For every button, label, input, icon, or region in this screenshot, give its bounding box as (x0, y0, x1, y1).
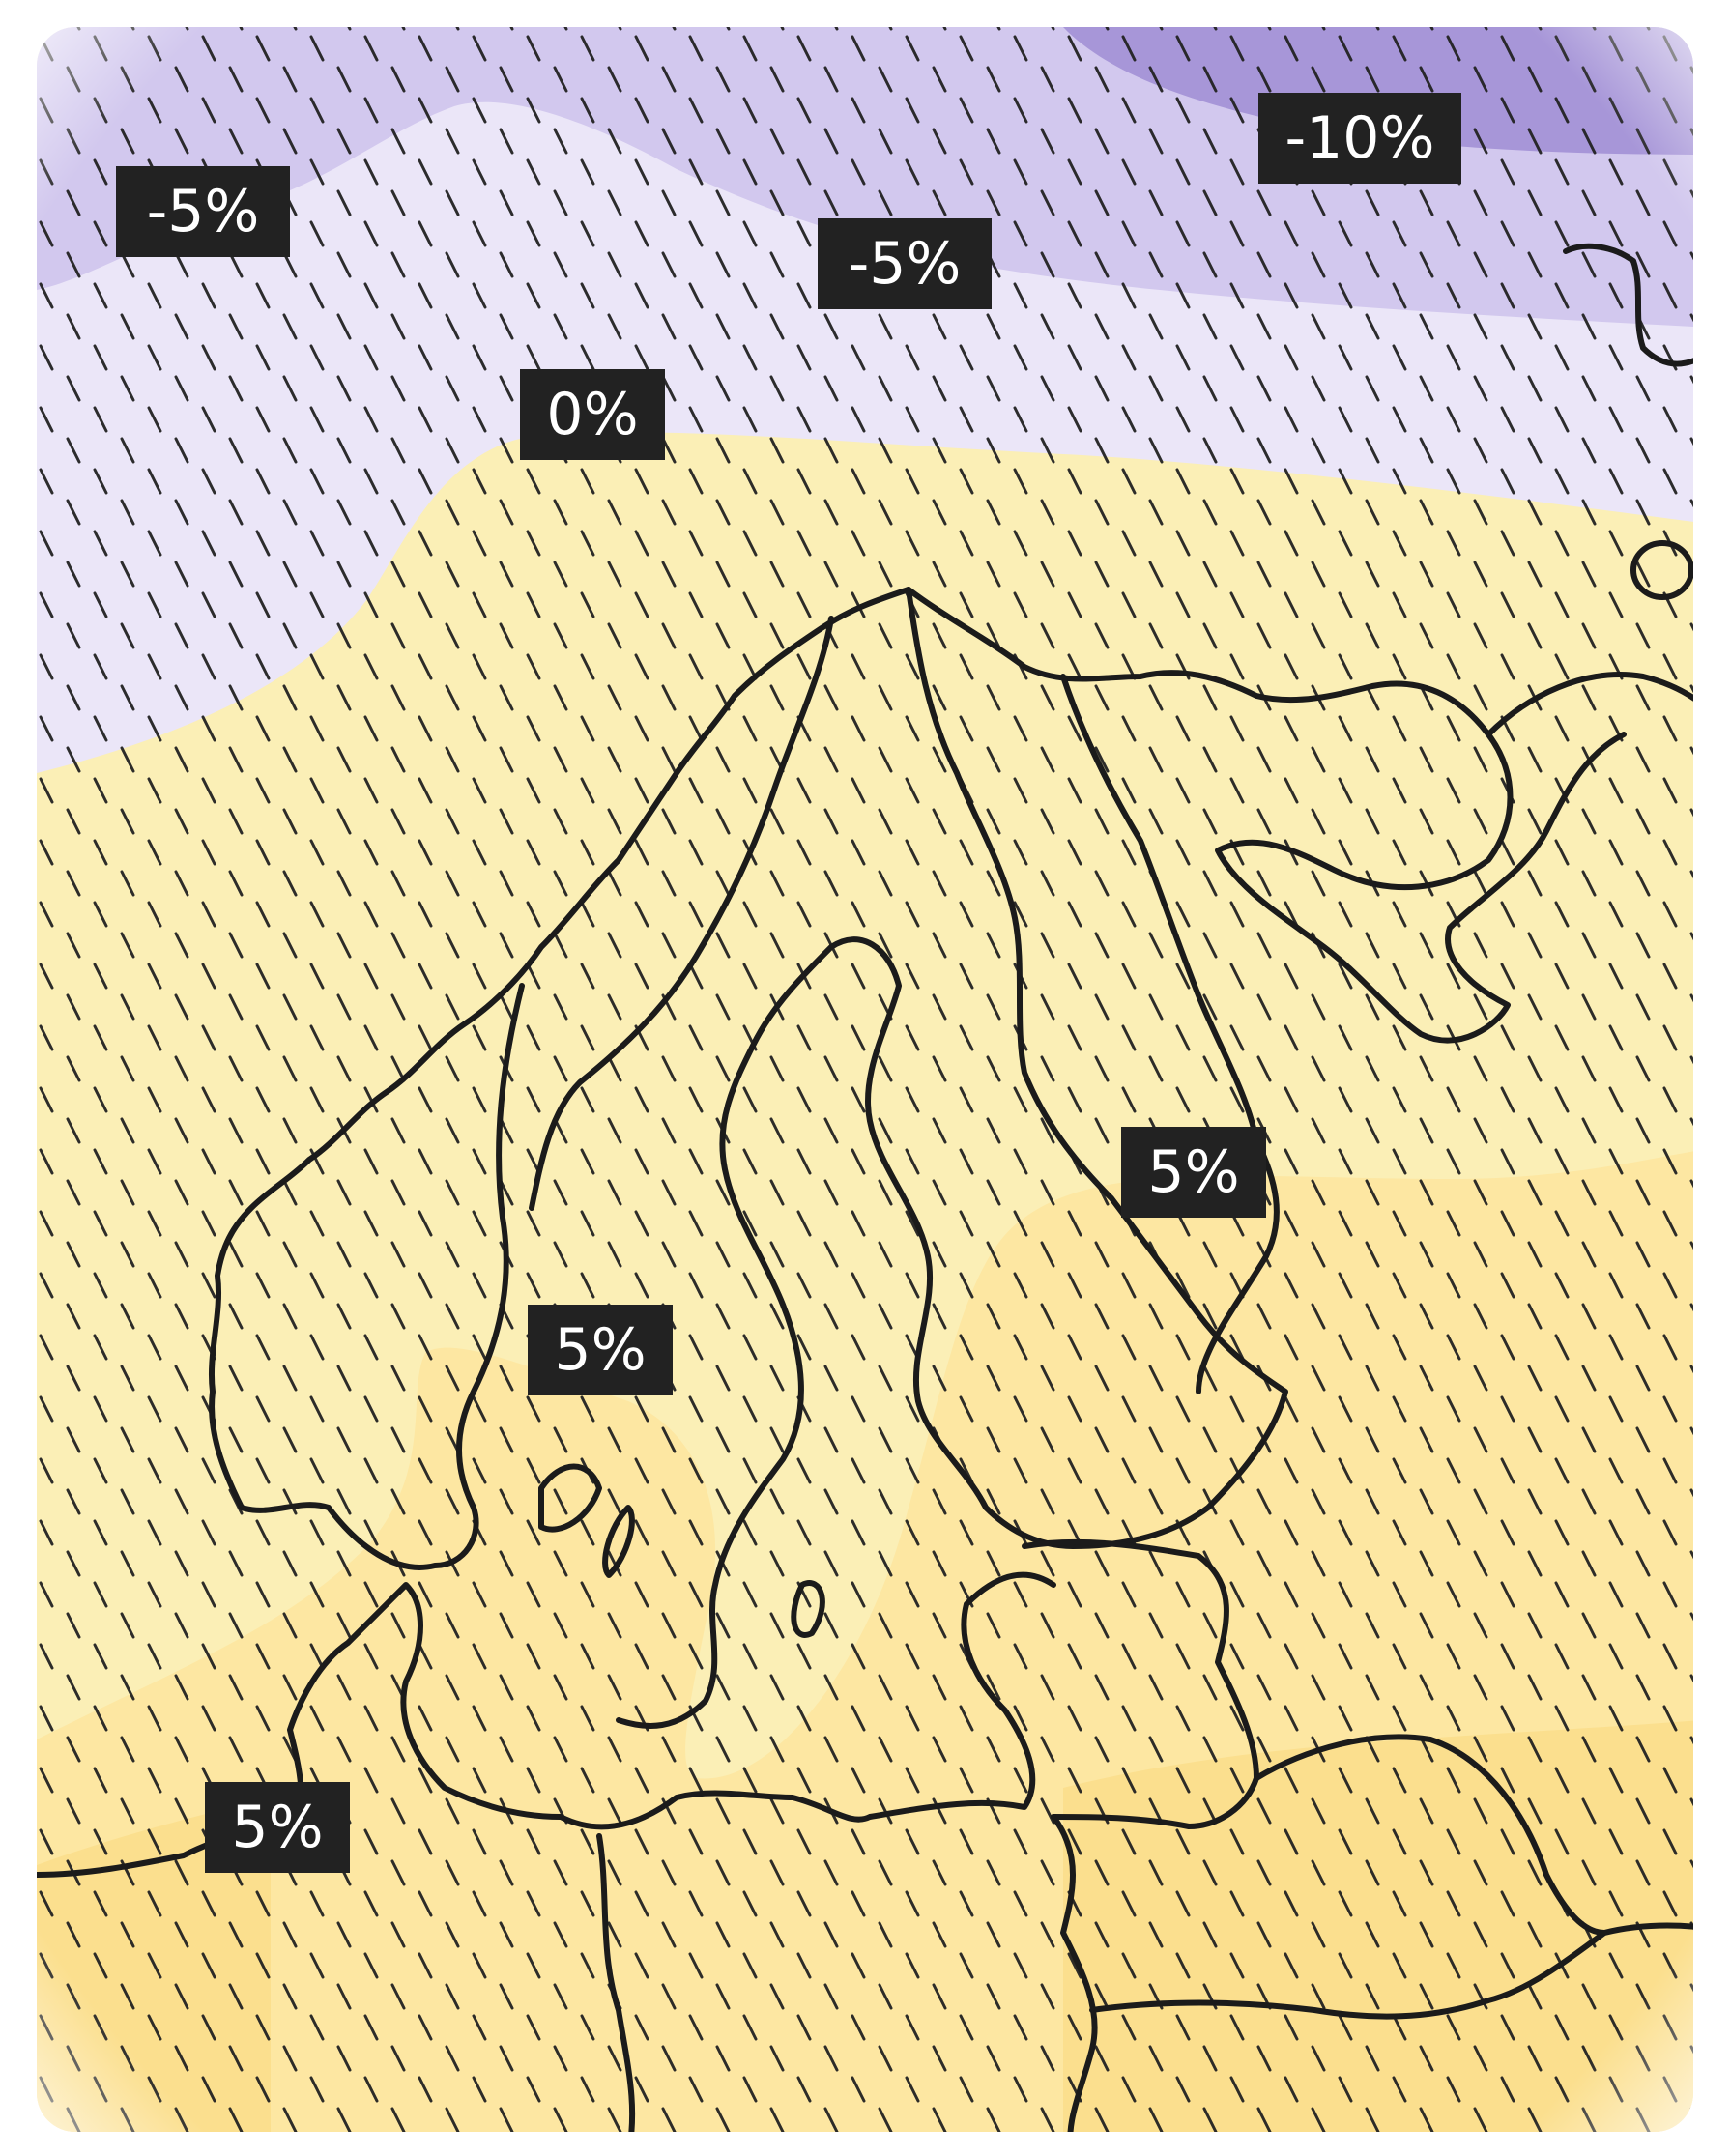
label-box (528, 1305, 673, 1395)
label-text: 0% (546, 381, 638, 448)
label-box (205, 1782, 350, 1873)
label-text: 5% (1147, 1138, 1239, 1206)
value-label: 5% (205, 1782, 350, 1873)
value-label: 5% (528, 1305, 673, 1395)
label-box (1121, 1127, 1266, 1218)
label-text: 5% (231, 1794, 323, 1861)
label-box (520, 369, 665, 460)
label-box (116, 166, 290, 257)
label-text: -10% (1284, 104, 1434, 172)
label-text: -5% (849, 230, 962, 298)
label-text: -5% (147, 178, 260, 245)
label-box (1258, 93, 1461, 184)
value-label: 0% (520, 369, 665, 460)
value-label: -5% (116, 166, 290, 257)
value-label: 5% (1121, 1127, 1266, 1218)
value-label: -10% (1258, 93, 1461, 184)
label-text: 5% (554, 1316, 646, 1384)
label-box (818, 218, 992, 309)
value-label: -5% (818, 218, 992, 309)
